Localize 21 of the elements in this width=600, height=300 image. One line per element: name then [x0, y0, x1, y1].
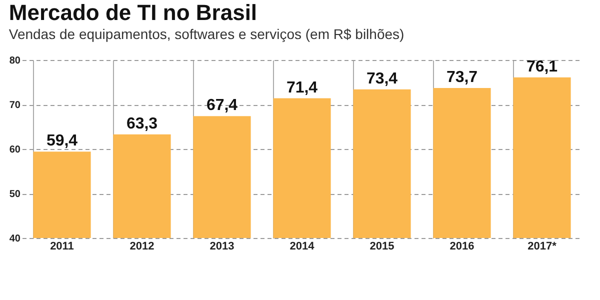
y-tick-label: 60 — [9, 144, 21, 156]
x-tick-label: 2013 — [210, 240, 234, 252]
y-tick-label: 70 — [9, 100, 21, 111]
data-label: 73,7 — [446, 69, 478, 86]
data-label: 59,4 — [46, 132, 78, 150]
data-label: 76,1 — [526, 58, 558, 76]
y-tick-label: 50 — [9, 189, 21, 200]
data-label: 71,4 — [286, 79, 318, 96]
y-tick-label: 80 — [9, 56, 21, 66]
x-tick-label: 2014 — [290, 240, 316, 252]
chart-subtitle: Vendas de equipamentos, softwares e serviços (em R$ bilhões) — [8, 26, 404, 42]
x-tick-label: 2017* — [528, 240, 558, 252]
data-label: 63,3 — [126, 115, 158, 132]
x-tick-label: 2016 — [450, 240, 474, 252]
data-label: 67,4 — [206, 97, 238, 114]
chart-title: Mercado de TI no Brasil — [8, 0, 258, 25]
x-tick-label: 2012 — [130, 240, 154, 252]
data-label: 73,4 — [366, 70, 398, 88]
x-tick-label: 2011 — [50, 240, 74, 252]
x-tick-label: 2015 — [370, 240, 394, 252]
y-tick-label: 40 — [9, 234, 21, 244]
